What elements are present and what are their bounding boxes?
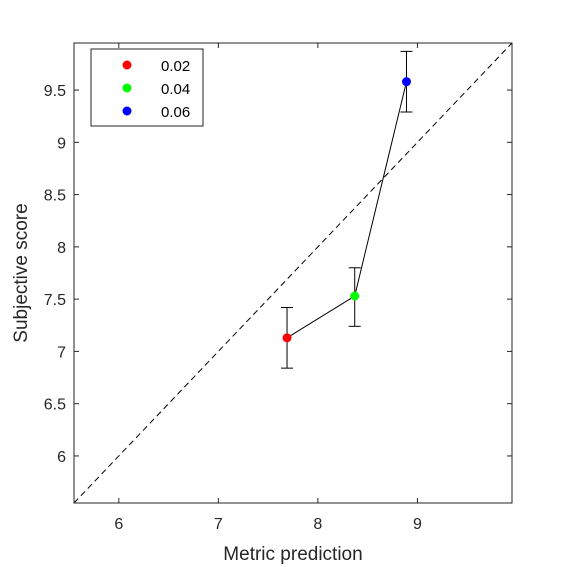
- data-point: [282, 333, 292, 343]
- x-tick-label: 6: [114, 516, 123, 533]
- legend-marker: [122, 83, 132, 93]
- x-tick-label: 7: [214, 516, 223, 533]
- legend-label: 0.06: [161, 104, 190, 121]
- legend-box: [90, 48, 204, 127]
- y-tick-label: 6.5: [44, 397, 66, 414]
- data-point: [401, 77, 411, 87]
- y-axis-ticks: 6 6.5 7 7.5 8 8.5 9 9.5: [44, 83, 512, 466]
- data-series-0.02: [281, 307, 294, 369]
- data-series-0.04: [348, 267, 361, 327]
- y-tick-label: 7.5: [44, 292, 66, 309]
- legend-label: 0.04: [161, 81, 190, 98]
- data-point: [350, 291, 360, 301]
- x-tick-label: 8: [313, 516, 322, 533]
- y-tick-label: 8: [57, 240, 66, 257]
- x-axis-label: Metric prediction: [223, 544, 362, 565]
- legend-marker: [122, 106, 132, 116]
- identity-reference-line: [73, 42, 513, 504]
- legend-label: 0.02: [161, 58, 190, 75]
- y-tick-label: 9: [57, 135, 66, 152]
- legend-item: 0.04: [122, 81, 190, 98]
- y-tick-label: 7: [57, 344, 66, 361]
- legend: 0.02 0.04 0.06: [90, 48, 204, 127]
- y-axis-label: Subjective score: [11, 203, 32, 342]
- legend-marker: [122, 60, 132, 70]
- legend-item: 0.02: [122, 58, 190, 75]
- y-tick-label: 8.5: [44, 188, 66, 205]
- axes-frame: [73, 42, 513, 504]
- x-axis-ticks: 6 7 8 9: [114, 43, 422, 533]
- x-tick-label: 9: [413, 516, 422, 533]
- legend-item: 0.06: [122, 104, 190, 121]
- y-tick-label: 6: [57, 449, 66, 466]
- y-tick-label: 9.5: [44, 83, 66, 100]
- data-series-0.06: [400, 50, 413, 113]
